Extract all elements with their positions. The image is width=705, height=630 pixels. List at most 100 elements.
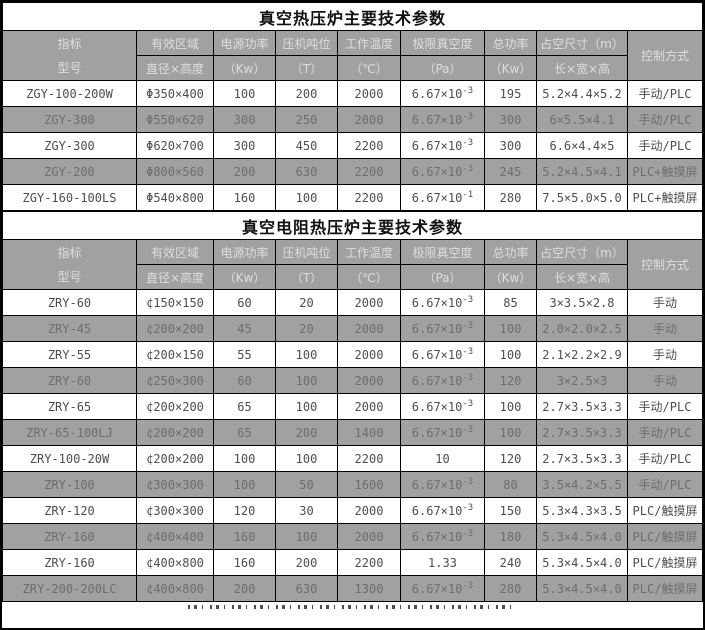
effective-area-cell: ¢400×800 (136, 575, 214, 602)
temperature-cell: 2200 (337, 549, 401, 576)
size-cell: 6×5.5×4.1 (536, 106, 628, 133)
model-cell: ZGY-160-100LS (2, 184, 137, 211)
control-cell: PLC/触摸屏 (627, 497, 703, 524)
temperature-cell: 2000 (337, 106, 401, 133)
col-header-temperature: 工作温度 (337, 239, 401, 265)
table-row: ZRY-200-200LC ¢400×800 200 630 1300 6.67×10-3… (2, 575, 703, 602)
effective-area-cell: ¢200×200 (136, 393, 214, 420)
power-cell: 65 (213, 419, 276, 446)
header-row-bottom: 直径×高度 （Kw） （T） （℃） （Pa） （Kw） 长×宽×高 (3, 55, 703, 81)
control-cell: 手动/PLC (627, 471, 703, 498)
table-row: ZRY-45 ¢200×200 45 20 2000 6.67×10-3 100 2.0×2.… (2, 315, 703, 342)
vacuum-cell: 6.67×10-3 (400, 497, 485, 524)
total-power-cell: 85 (484, 289, 537, 316)
control-cell: 手动 (627, 341, 703, 368)
control-cell: 手动/PLC (627, 106, 703, 133)
vacuum-cell: 6.67×10-3 (400, 106, 485, 133)
vacuum-cell: 6.67×10-3 (400, 158, 485, 185)
table-title-row: 真空电阻热压炉主要技术参数 (2, 211, 703, 240)
model-cell: ZRY-60 (2, 289, 137, 316)
effective-area-cell: ¢200×200 (136, 419, 214, 446)
table-row: ZRY-100 ¢300×300 100 50 1600 6.67×10-3 80 3.5×4… (2, 471, 703, 498)
vacuum-cell: 6.67×10-3 (400, 132, 485, 159)
total-power-cell: 150 (484, 497, 537, 524)
model-cell: ZRY-100-20W (2, 445, 137, 472)
effective-area-cell: Φ550×620 (136, 106, 214, 133)
model-cell: ZRY-120 (2, 497, 137, 524)
size-cell: 6.6×4.4×5 (536, 132, 628, 159)
table-title: 真空热压炉主要技术参数 (2, 2, 703, 31)
effective-area-cell: Φ350×400 (136, 80, 214, 107)
total-power-cell: 300 (484, 106, 537, 133)
power-cell: 45 (213, 315, 276, 342)
clipped-text-fragment (187, 605, 518, 609)
tonnage-cell: 200 (275, 549, 338, 576)
power-cell: 300 (213, 106, 276, 133)
total-power-cell: 100 (484, 315, 537, 342)
col-header-control: 控制方式 (627, 30, 703, 81)
temperature-cell: 1600 (337, 471, 401, 498)
control-cell: 手动/PLC (627, 419, 703, 446)
col-header-power: 电源功率 (213, 30, 276, 56)
power-cell: 160 (213, 523, 276, 550)
tonnage-cell: 50 (275, 471, 338, 498)
model-cell: ZGY-200 (2, 158, 137, 185)
total-power-cell: 240 (484, 549, 537, 576)
control-cell: 手动/PLC (627, 393, 703, 420)
size-cell: 2.7×3.5×3.3 (536, 393, 628, 420)
tonnage-cell: 450 (275, 132, 338, 159)
tonnage-cell: 30 (275, 497, 338, 524)
tonnage-cell: 100 (275, 393, 338, 420)
col-header-power: 电源功率 (213, 239, 276, 265)
vacuum-cell: 6.67×10-3 (400, 471, 485, 498)
temperature-cell: 2000 (337, 367, 401, 394)
temperature-cell: 2000 (337, 523, 401, 550)
power-cell: 100 (213, 445, 276, 472)
vacuum-cell: 6.67×10-3 (400, 523, 485, 550)
col-header-tonnage: 压机吨位 (275, 30, 338, 56)
size-cell: 5.3×4.5×4.0 (536, 575, 628, 602)
temperature-cell: 1300 (337, 575, 401, 602)
tonnage-cell: 630 (275, 575, 338, 602)
effective-area-cell: ¢400×800 (136, 549, 214, 576)
tonnage-cell: 100 (275, 184, 338, 211)
total-power-cell: 195 (484, 80, 537, 107)
power-cell: 100 (213, 80, 276, 107)
table-row: ZGY-300 Φ620×700 300 450 2200 6.67×10-3 300 6.6… (2, 132, 703, 159)
control-cell: PLC+触摸屏 (627, 184, 703, 211)
power-cell: 65 (213, 393, 276, 420)
temperature-cell: 2200 (337, 158, 401, 185)
col-unit-total-power: （Kw） (484, 55, 537, 81)
size-cell: 3×2.5×3 (536, 367, 628, 394)
col-unit-size: 长×宽×高 (536, 55, 628, 81)
control-cell: PLC/触摸屏 (627, 549, 703, 576)
col-unit-power: （Kw） (213, 264, 276, 290)
col-unit-tonnage: （T） (275, 264, 338, 290)
model-cell: ZRY-200-200LC (2, 575, 137, 602)
model-cell: ZRY-65 (2, 393, 137, 420)
temperature-cell: 2000 (337, 315, 401, 342)
power-cell: 200 (213, 158, 276, 185)
tonnage-cell: 250 (275, 106, 338, 133)
effective-area-cell: ¢200×150 (136, 341, 214, 368)
total-power-cell: 300 (484, 132, 537, 159)
power-cell: 120 (213, 497, 276, 524)
col-unit-vacuum: （Pa） (400, 264, 485, 290)
header-row-bottom: 直径×高度 （Kw） （T） （℃） （Pa） （Kw） 长×宽×高 (3, 264, 703, 290)
effective-area-cell: Φ540×800 (136, 184, 214, 211)
size-cell: 5.2×4.5×4.1 (536, 158, 628, 185)
total-power-cell: 120 (484, 445, 537, 472)
vacuum-cell: 6.67×10-3 (400, 315, 485, 342)
vacuum-cell: 6.67×10-3 (400, 80, 485, 107)
table-row: ZRY-60 ¢250×300 60 100 2000 6.67×10-3 120 3×2.5… (2, 367, 703, 394)
table-row: ZRY-65-100LJ ¢200×200 65 200 1400 6.67×10-3 10… (2, 419, 703, 446)
control-cell: PLC/触摸屏 (627, 523, 703, 550)
effective-area-cell: Φ620×700 (136, 132, 214, 159)
model-cell: ZRY-65-100LJ (2, 419, 137, 446)
model-cell: ZRY-45 (2, 315, 137, 342)
vacuum-cell: 6.67×10-3 (400, 393, 485, 420)
model-cell: ZRY-60 (2, 367, 137, 394)
table-row: ZGY-300 Φ550×620 300 250 2000 6.67×10-3 300 6×5… (2, 106, 703, 133)
total-power-cell: 100 (484, 393, 537, 420)
col-header-model-top: 指标 (57, 245, 82, 260)
